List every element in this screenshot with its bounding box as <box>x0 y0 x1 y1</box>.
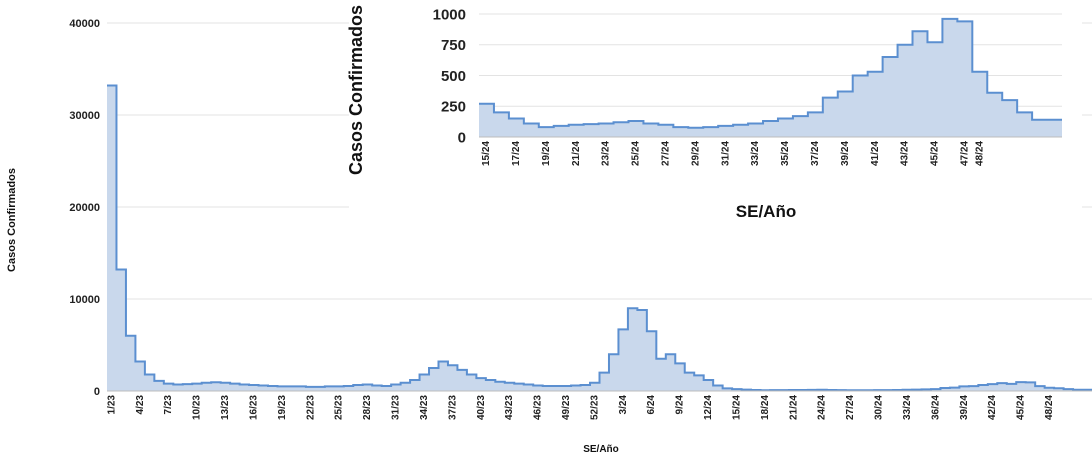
inset-x-tick-label: 35/24 <box>780 141 791 166</box>
main-y-tick-label: 0 <box>94 386 100 398</box>
main-x-tick-label: 40/23 <box>476 395 487 420</box>
inset-y-tick-label: 250 <box>441 99 466 116</box>
main-x-tick-label: 31/23 <box>391 395 402 420</box>
inset-x-tick-label: 39/24 <box>840 141 851 166</box>
main-x-tick-label: 24/24 <box>817 395 828 420</box>
main-x-tick-label: 43/23 <box>504 395 515 420</box>
main-x-tick-label: 42/24 <box>987 395 998 420</box>
main-x-tick-label: 30/24 <box>874 395 885 420</box>
main-x-tick-label: 21/24 <box>788 395 799 420</box>
main-x-tick-label: 27/24 <box>845 395 856 420</box>
main-x-tick-label: 13/23 <box>220 395 231 420</box>
inset-y-tick-label: 750 <box>441 37 466 54</box>
main-y-tick-label: 40000 <box>69 18 100 30</box>
main-x-tick-label: 48/24 <box>1044 395 1055 420</box>
inset-y-axis-title: Casos Confirmados <box>346 5 366 175</box>
inset-series-line <box>479 17 1062 129</box>
inset-x-tick-label: 21/24 <box>571 141 582 166</box>
main-x-tick-label: 6/24 <box>646 395 657 415</box>
main-x-tick-label: 52/23 <box>589 395 600 420</box>
inset-y-tick-label: 1000 <box>433 6 466 23</box>
inset-x-tick-label: 37/24 <box>810 141 821 166</box>
main-x-axis-title: SE/Año <box>583 444 619 455</box>
main-x-tick-label: 3/24 <box>618 395 629 415</box>
inset-x-tick-label: 23/24 <box>601 141 612 166</box>
main-y-axis-title: Casos Confirmados <box>6 168 18 272</box>
inset-x-tick-label: 25/24 <box>631 141 642 166</box>
inset-x-tick-label: 31/24 <box>720 141 731 166</box>
main-x-tick-label: 19/23 <box>277 395 288 420</box>
main-x-tick-label: 37/23 <box>447 395 458 420</box>
inset-x-tick-label: 43/24 <box>900 141 911 166</box>
main-x-tick-label: 33/24 <box>902 395 913 420</box>
inset-x-axis-title: SE/Año <box>736 202 796 221</box>
inset-x-tick-label: 47/24 <box>959 141 970 166</box>
main-x-tick-label: 45/24 <box>1016 395 1027 420</box>
inset-area-fill <box>479 18 1062 138</box>
inset-y-tick-label: 500 <box>441 68 466 85</box>
inset-x-tick-label: 15/24 <box>481 141 492 166</box>
main-x-tick-label: 22/23 <box>305 395 316 420</box>
inset-x-tick-label: 19/24 <box>541 141 552 166</box>
main-x-tick-label: 7/23 <box>163 395 174 415</box>
main-x-tick-label: 16/23 <box>248 395 259 420</box>
main-y-tick-label: 30000 <box>69 110 100 122</box>
inset-x-tick-label: 45/24 <box>930 141 941 166</box>
main-x-tick-label: 18/24 <box>760 395 771 420</box>
inset-x-tick-label: 41/24 <box>870 141 881 166</box>
main-x-tick-label: 10/23 <box>192 395 203 420</box>
main-x-tick-label: 4/23 <box>135 395 146 415</box>
main-x-tick-label: 49/23 <box>561 395 572 420</box>
inset-x-tick-label: 29/24 <box>690 141 701 166</box>
inset-x-tick-label: 33/24 <box>750 141 761 166</box>
inset-y-tick-label: 0 <box>458 129 466 146</box>
main-x-tick-label: 1/23 <box>106 395 117 415</box>
main-x-tick-label: 9/24 <box>675 395 686 415</box>
main-y-tick-label: 20000 <box>69 202 100 214</box>
main-x-tick-label: 46/23 <box>533 395 544 420</box>
main-x-tick-label: 25/23 <box>334 395 345 420</box>
main-x-tick-label: 12/24 <box>703 395 714 420</box>
main-x-tick-label: 34/23 <box>419 395 430 420</box>
main-x-tick-label: 36/24 <box>930 395 941 420</box>
main-y-tick-label: 10000 <box>69 294 100 306</box>
inset-x-tick-label: 27/24 <box>660 141 671 166</box>
main-x-tick-label: 39/24 <box>959 395 970 420</box>
main-x-tick-label: 28/23 <box>362 395 373 420</box>
main-x-tick-label: 15/24 <box>731 395 742 420</box>
inset-x-tick-label: 17/24 <box>511 141 522 166</box>
main-series-line <box>107 84 1092 392</box>
inset-x-tick-label: 48/24 <box>974 141 985 166</box>
